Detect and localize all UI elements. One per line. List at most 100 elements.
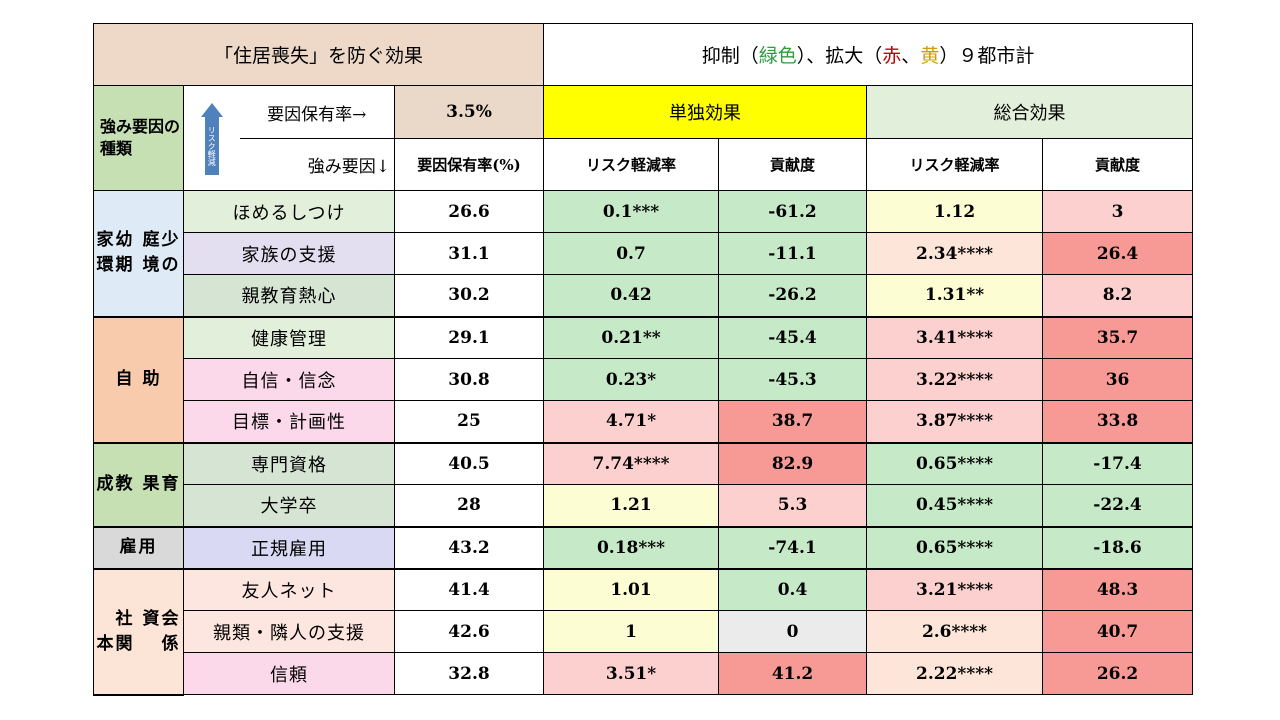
factor-rate-label: 要因保有率→ xyxy=(239,85,395,139)
single-contribution: 38.7 xyxy=(718,400,868,443)
total-risk-rate: 2.22**** xyxy=(866,652,1044,695)
single-effect-header: 単独効果 xyxy=(543,85,868,139)
factor-rate: 30.2 xyxy=(393,274,545,317)
total-contribution: 26.2 xyxy=(1042,652,1194,695)
single-risk-header: リスク軽減率 xyxy=(543,138,720,191)
table-title-left: 「住居喪失」を防ぐ効果 xyxy=(92,23,545,86)
title-text-3: 、 xyxy=(901,45,921,67)
strength-type-header: 強み要因の種類 xyxy=(93,85,184,191)
title-red-word: 赤 xyxy=(882,45,902,67)
total-contribution: 3 xyxy=(1042,190,1194,233)
table-row: 家幼 庭少 環期 境の ほめるしつけ 26.6 0.1*** -61.2 1.12 3 xyxy=(93,190,1194,318)
single-contribution: 41.2 xyxy=(718,652,868,695)
table-row: 目標・計画性 25 4.71* 38.7 3.87**** 33.8 xyxy=(93,400,1194,443)
factor-rate: 40.5 xyxy=(393,442,545,485)
factor-name: 信頼 xyxy=(183,652,395,695)
factor-name: 友人ネット xyxy=(183,568,395,611)
table-row: 自信・信念 30.8 0.23* -45.3 3.22**** 36 xyxy=(94,358,1194,401)
factor-name: 大学卒 xyxy=(183,484,395,527)
total-risk-rate: 3.22**** xyxy=(866,358,1044,401)
single-contribution: 0.4 xyxy=(718,568,868,611)
total-contribution: 33.8 xyxy=(1042,400,1194,443)
total-contrib-header: 貢献度 xyxy=(1042,138,1194,191)
single-contribution: -11.1 xyxy=(718,232,868,275)
title-text-4: ）９都市計 xyxy=(939,45,1035,67)
single-risk-rate: 0.42 xyxy=(543,274,720,317)
single-risk-rate: 3.51* xyxy=(543,652,720,695)
up-arrow-icon: リスク軽減 xyxy=(200,102,223,175)
table-row: 家族の支援 31.1 0.7 -11.1 2.34**** 26.4 xyxy=(94,232,1194,275)
factor-name: 正規雇用 xyxy=(183,526,395,569)
factor-rate: 31.1 xyxy=(393,232,545,275)
single-risk-rate: 1.21 xyxy=(543,484,720,527)
total-contribution: -22.4 xyxy=(1042,484,1194,527)
factor-rate: 41.4 xyxy=(393,568,545,611)
factor-name: 健康管理 xyxy=(183,316,395,359)
total-risk-rate: 2.6**** xyxy=(866,610,1044,653)
total-contribution: 26.4 xyxy=(1042,232,1194,275)
total-contribution: 35.7 xyxy=(1042,316,1194,359)
factor-rate: 26.6 xyxy=(393,190,545,233)
factor-rate: 28 xyxy=(393,484,545,527)
total-risk-rate: 3.41**** xyxy=(866,316,1044,359)
single-risk-rate: 0.23* xyxy=(543,358,720,401)
total-contribution: 36 xyxy=(1042,358,1194,401)
single-contribution: -61.2 xyxy=(718,190,868,233)
total-contribution: 48.3 xyxy=(1042,568,1194,611)
factor-rate: 29.1 xyxy=(393,316,545,359)
table-title-right: 抑制（緑色）、拡大（赤、黄）９都市計 xyxy=(543,23,1194,86)
factor-name: 親類・隣人の支援 xyxy=(183,610,395,653)
header-row-1: 強み要因の種類 リスク軽減 要因保有率→ 3.5% 単独効果 総合効果 xyxy=(93,85,1194,191)
single-risk-rate: 0.18*** xyxy=(543,526,720,569)
total-contribution: -18.6 xyxy=(1042,526,1194,569)
factor-name: 自信・信念 xyxy=(183,358,395,401)
group-label: 家幼 庭少 環期 境の xyxy=(93,190,184,318)
strength-factor-label: 強み要因↓ xyxy=(239,138,395,191)
single-contrib-header: 貢献度 xyxy=(718,138,868,191)
table-row: 親教育熱心 30.2 0.42 -26.2 1.31** 8.2 xyxy=(93,274,1194,317)
effects-table: 「住居喪失」を防ぐ効果 抑制（緑色）、拡大（赤、黄）９都市計 強み要因の種類 リ… xyxy=(92,23,1194,696)
total-contribution: 8.2 xyxy=(1042,274,1194,317)
single-risk-rate: 7.74**** xyxy=(543,442,720,485)
title-green-word: 緑色 xyxy=(758,45,797,67)
total-risk-rate: 3.87**** xyxy=(866,400,1044,443)
table-row: 信頼 32.8 3.51* 41.2 2.22**** 26.2 xyxy=(94,652,1194,695)
factor-name: 専門資格 xyxy=(183,442,395,485)
group-label: 自 助 xyxy=(93,316,184,444)
factor-rate: 43.2 xyxy=(393,526,545,569)
total-contribution: -17.4 xyxy=(1042,442,1194,485)
total-risk-rate: 2.34**** xyxy=(866,232,1044,275)
factor-name: 家族の支援 xyxy=(183,232,395,275)
risk-arrow-cell: リスク軽減 xyxy=(183,85,240,191)
single-contribution: 82.9 xyxy=(718,442,868,485)
factor-name: 親教育熱心 xyxy=(183,274,395,317)
rate-column-header: 要因保有率(%) xyxy=(393,138,545,191)
group-label: 社 資会 本関 係 xyxy=(93,568,184,696)
total-risk-rate: 1.12 xyxy=(866,190,1044,233)
single-contribution: -26.2 xyxy=(718,274,868,317)
total-risk-rate: 0.45**** xyxy=(866,484,1044,527)
factor-rate: 42.6 xyxy=(393,610,545,653)
title-row: 「住居喪失」を防ぐ効果 抑制（緑色）、拡大（赤、黄）９都市計 xyxy=(92,23,1194,86)
header-row-2: 強み要因↓ 要因保有率(%) リスク軽減率 貢献度 リスク軽減率 貢献度 xyxy=(94,138,1194,191)
single-risk-rate: 0.21** xyxy=(543,316,720,359)
single-risk-rate: 1 xyxy=(543,610,720,653)
table-row: 雇用 正規雇用 43.2 0.18*** -74.1 0.65**** -18.6 xyxy=(93,526,1194,570)
total-risk-rate: 0.65**** xyxy=(866,442,1044,485)
title-text-1: 抑制（ xyxy=(701,45,759,67)
total-risk-rate: 0.65**** xyxy=(866,526,1044,569)
factor-name: 目標・計画性 xyxy=(183,400,395,443)
table-row: 社 資会 本関 係友人ネット 41.4 1.01 0.4 3.21**** 48.3 xyxy=(93,568,1194,696)
single-contribution: 0 xyxy=(718,610,868,653)
factor-rate: 32.8 xyxy=(393,652,545,695)
effects-table-container: 「住居喪失」を防ぐ効果 抑制（緑色）、拡大（赤、黄）９都市計 強み要因の種類 リ… xyxy=(92,23,1194,696)
single-contribution: -74.1 xyxy=(718,526,868,569)
title-text-2: ）、拡大（ xyxy=(796,45,883,67)
table-row: 成教 果育 専門資格 40.5 7.74**** 82.9 0.65**** -17.4 xyxy=(93,442,1194,528)
table-row: 親類・隣人の支援 42.6 1 0 2.6**** 40.7 xyxy=(94,610,1194,653)
title-yellow-word: 黄 xyxy=(920,45,940,67)
single-contribution: 5.3 xyxy=(718,484,868,527)
table-row: 大学卒 28 1.21 5.3 0.45**** -22.4 xyxy=(93,484,1194,527)
factor-rate: 30.8 xyxy=(393,358,545,401)
single-risk-rate: 4.71* xyxy=(543,400,720,443)
